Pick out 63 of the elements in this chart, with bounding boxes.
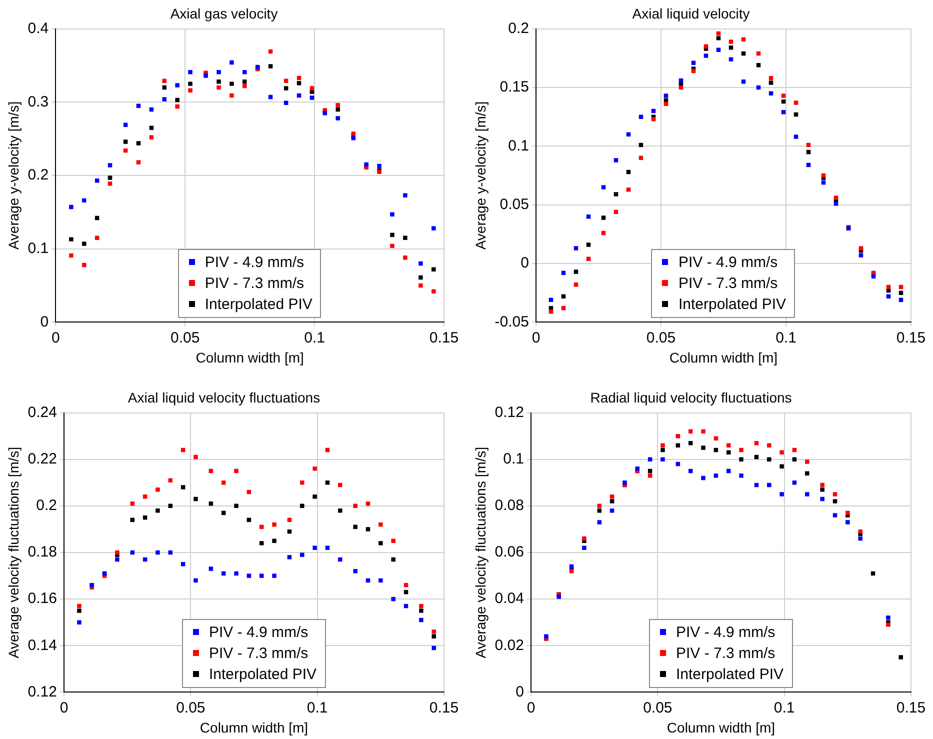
legend-label: PIV - 4.9 mm/s xyxy=(204,254,304,272)
y-axis-title: Average velocity fluctuations [m/s] xyxy=(472,446,488,658)
legend-label: Interpolated PIV xyxy=(676,666,784,684)
chart-title: Axial liquid velocity xyxy=(632,5,750,22)
chart-title: Axial liquid velocity fluctuations xyxy=(128,389,320,406)
x-tick-label: 0.1 xyxy=(306,699,328,716)
x-tick-label: 0.15 xyxy=(896,699,926,716)
x-tick-label: 0.1 xyxy=(304,329,325,346)
y-tick-label: 0.2 xyxy=(36,497,57,514)
y-tick-label: 0.1 xyxy=(503,450,524,468)
x-tick-label: 0.05 xyxy=(643,699,672,716)
x-tick-label: 0.1 xyxy=(774,699,795,716)
x-axis-title: Column width [m] xyxy=(200,719,308,736)
y-tick-label: 0 xyxy=(520,254,529,272)
y-tick-label: 0.2 xyxy=(28,166,49,184)
y-tick-label: 0.22 xyxy=(28,450,57,468)
y-tick-label: 0.2 xyxy=(508,20,529,37)
x-tick-label: 0.05 xyxy=(170,329,200,346)
y-axis-title: Average velocity fluctuations [m/s] xyxy=(5,446,22,658)
x-tick-label: 0.05 xyxy=(646,329,676,346)
y-tick-label: 0 xyxy=(40,313,49,330)
y-tick-label: 0.14 xyxy=(28,636,57,654)
y-tick-label: 0.24 xyxy=(28,404,57,421)
legend-label: PIV - 7.3 mm/s xyxy=(676,645,776,662)
y-tick-label: 0.05 xyxy=(500,196,529,213)
x-tick-label: 0.15 xyxy=(429,699,459,716)
legend-label: PIV - 7.3 mm/s xyxy=(208,645,308,662)
y-tick-label: 0.16 xyxy=(28,590,57,608)
y-tick-label: 0.18 xyxy=(28,544,57,561)
x-axis-title: Column width [m] xyxy=(666,719,776,736)
y-tick-label: 0.15 xyxy=(500,78,529,96)
y-tick-label: 0.12 xyxy=(28,683,57,700)
legend-label: Interpolated PIV xyxy=(678,296,786,314)
y-tick-label: 0.3 xyxy=(28,93,49,110)
x-tick-label: 0.1 xyxy=(776,329,796,346)
x-axis-title: Column width [m] xyxy=(669,349,778,366)
legend-label: PIV - 7.3 mm/s xyxy=(678,275,778,292)
legend-label: PIV - 7.3 mm/s xyxy=(204,275,304,292)
y-axis-title: Average y-velocity [m/s] xyxy=(472,101,488,250)
y-tick-label: 0.4 xyxy=(28,20,49,37)
y-tick-label: 0 xyxy=(516,683,524,700)
legend-label: PIV - 4.9 mm/s xyxy=(678,254,778,272)
x-tick-label: 0.05 xyxy=(176,699,206,716)
chart-title: Radial liquid velocity fluctuations xyxy=(590,389,792,406)
legend-label: PIV - 4.9 mm/s xyxy=(208,624,308,642)
x-axis-title: Column width [m] xyxy=(196,349,304,366)
y-tick-label: 0.04 xyxy=(494,590,524,608)
chart-title: Axial gas velocity xyxy=(170,5,278,22)
y-tick-label: -0.05 xyxy=(494,313,529,330)
y-tick-label: 0.12 xyxy=(494,404,524,421)
y-tick-label: 0.1 xyxy=(28,240,49,257)
y-tick-label: 0.08 xyxy=(494,497,524,514)
y-tick-label: 0.1 xyxy=(508,137,529,154)
x-tick-label: 0.15 xyxy=(896,329,926,346)
x-tick-label: 0 xyxy=(532,329,540,346)
x-tick-label: 0 xyxy=(60,699,68,716)
legend-label: Interpolated PIV xyxy=(204,296,312,314)
y-tick-label: 0.06 xyxy=(494,544,524,561)
legend-label: PIV - 4.9 mm/s xyxy=(676,624,776,642)
legend-label: Interpolated PIV xyxy=(208,666,317,684)
y-axis-title: Average y-velocity [m/s] xyxy=(5,101,22,250)
y-tick-label: 0.02 xyxy=(494,636,524,654)
x-tick-label: 0.15 xyxy=(429,329,459,346)
